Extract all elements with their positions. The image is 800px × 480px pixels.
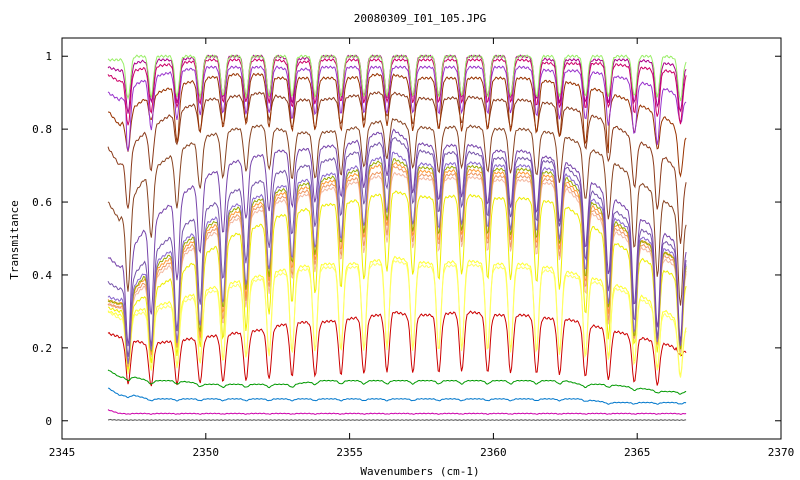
x-axis-ticks: 2345 2350 2355 2360 2365 2370	[49, 38, 795, 459]
y-tick-label: 0.4	[32, 269, 52, 282]
series-line	[107, 418, 687, 421]
y-tick-label: 0.2	[32, 342, 52, 355]
series-line	[107, 255, 687, 377]
series-line	[107, 91, 687, 244]
series-line	[107, 369, 687, 395]
x-axis-label: Wavenumbers (cm-1)	[360, 465, 479, 478]
y-axis-label: Transmitance	[8, 200, 21, 279]
series-line	[107, 117, 687, 306]
series-line	[107, 409, 687, 415]
x-tick-label: 2355	[336, 446, 363, 459]
y-tick-label: 1	[45, 50, 52, 63]
series-line	[107, 151, 687, 364]
series-line	[107, 54, 687, 102]
series-line	[107, 259, 687, 378]
series-line	[107, 58, 687, 126]
x-tick-label: 2360	[480, 446, 507, 459]
plot-area-frame	[61, 37, 782, 440]
series-line	[107, 65, 687, 152]
y-axis-ticks: 0 0.2 0.4 0.6 0.8 1	[32, 50, 781, 428]
series-line	[107, 190, 687, 370]
x-tick-label: 2365	[624, 446, 651, 459]
x-tick-label: 2345	[49, 446, 76, 459]
y-tick-label: 0.6	[32, 196, 52, 209]
y-tick-label: 0	[45, 415, 52, 428]
series-layer	[107, 54, 687, 421]
series-line	[107, 128, 687, 347]
series-line	[107, 310, 687, 387]
x-tick-label: 2350	[193, 446, 220, 459]
chart-title: 20080309_I01_105.JPG	[354, 12, 486, 25]
series-line	[107, 72, 687, 178]
series-line	[107, 387, 687, 405]
series-line	[107, 136, 687, 357]
x-tick-label: 2370	[768, 446, 795, 459]
y-tick-label: 0.8	[32, 123, 52, 136]
